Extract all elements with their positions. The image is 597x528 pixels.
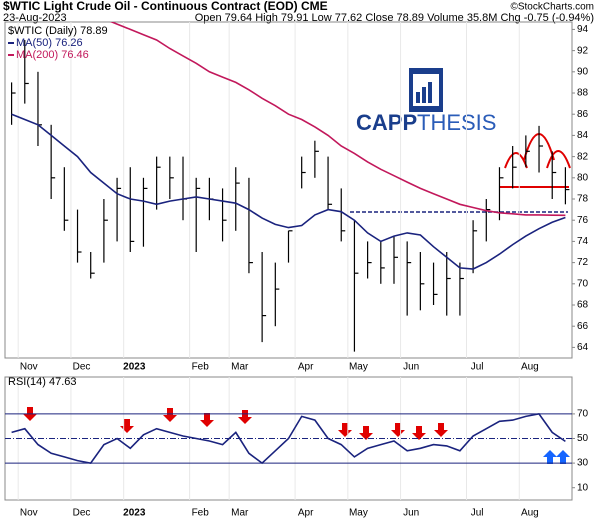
- x-tick-label: May: [349, 362, 368, 373]
- x-tick-label: Apr: [298, 508, 314, 519]
- y-tick-label: 90: [577, 66, 589, 77]
- x-tick-label: Feb: [192, 508, 210, 519]
- y-tick-label: 30: [577, 458, 589, 469]
- y-tick-label: 50: [577, 433, 589, 444]
- y-tick-label: 64: [577, 342, 589, 353]
- legend-entry: MA(200) 76.46: [16, 49, 89, 61]
- x-tick-label: Jun: [403, 362, 419, 373]
- y-tick-label: 78: [577, 194, 589, 205]
- price-panel: [4, 21, 573, 359]
- y-tick-label: 94: [577, 24, 589, 35]
- right-shoulder: [546, 150, 571, 169]
- y-tick-label: 76: [577, 215, 589, 226]
- y-tick-label: 92: [577, 45, 589, 56]
- x-tick-label: Mar: [231, 362, 249, 373]
- date: 23-Aug-2023: [3, 12, 67, 24]
- legend-entry: MA(50) 76.26: [16, 37, 83, 49]
- quote: Open 79.64 High 79.91 Low 77.62 Close 78…: [195, 12, 594, 24]
- x-tick-label: Feb: [192, 362, 210, 373]
- logo-text: THESIS: [417, 110, 496, 135]
- x-tick-label: Dec: [73, 362, 91, 373]
- x-tick-label: Nov: [20, 362, 38, 373]
- x-tick-label: Jul: [471, 362, 484, 373]
- left-shoulder: [504, 152, 528, 169]
- credit: ©StockCharts.com: [510, 2, 594, 13]
- chart-title: $WTIC Light Crude Oil - Continuous Contr…: [3, 0, 328, 13]
- x-tick-label: 2023: [123, 508, 146, 519]
- y-tick-label: 66: [577, 321, 589, 332]
- x-tick-label: 2023: [123, 362, 146, 373]
- y-tick-label: 80: [577, 172, 589, 183]
- y-tick-label: 72: [577, 257, 589, 268]
- panel-title: RSI(14) 47.63: [8, 376, 76, 388]
- x-tick-label: Dec: [73, 508, 91, 519]
- x-tick-label: Jun: [403, 508, 419, 519]
- x-tick-label: Apr: [298, 362, 314, 373]
- x-tick-label: May: [349, 508, 368, 519]
- x-tick-label: Aug: [521, 362, 539, 373]
- y-tick-label: 86: [577, 109, 589, 120]
- legend-entry: $WTIC (Daily) 78.89: [8, 25, 108, 37]
- plot-area: [10, 22, 570, 352]
- y-tick-label: 88: [577, 88, 589, 99]
- y-tick-label: 68: [577, 300, 589, 311]
- series-line: [109, 22, 566, 217]
- logo: CAPP THESIS: [356, 68, 496, 135]
- series-line: [11, 113, 566, 270]
- logo-text: CAPP: [356, 110, 417, 135]
- y-tick-label: 70: [577, 278, 589, 289]
- y-tick-label: 10: [577, 482, 589, 493]
- y-tick-label: 74: [577, 236, 589, 247]
- x-tick-label: Jul: [471, 508, 484, 519]
- x-tick-label: Nov: [20, 508, 38, 519]
- x-tick-label: Mar: [231, 508, 249, 519]
- y-tick-label: 82: [577, 151, 589, 162]
- y-tick-label: 84: [577, 130, 589, 141]
- x-tick-label: Aug: [521, 508, 539, 519]
- y-tick-label: 70: [577, 409, 589, 420]
